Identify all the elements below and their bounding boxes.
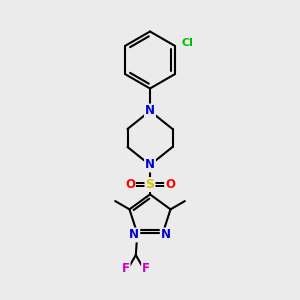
Text: N: N <box>161 229 171 242</box>
Text: O: O <box>165 178 175 191</box>
Text: S: S <box>146 178 154 191</box>
Text: Cl: Cl <box>181 38 193 48</box>
Text: F: F <box>122 262 130 275</box>
Text: N: N <box>145 104 155 118</box>
Text: N: N <box>145 158 155 172</box>
Text: O: O <box>125 178 135 191</box>
Text: F: F <box>142 262 150 275</box>
Text: N: N <box>129 229 139 242</box>
